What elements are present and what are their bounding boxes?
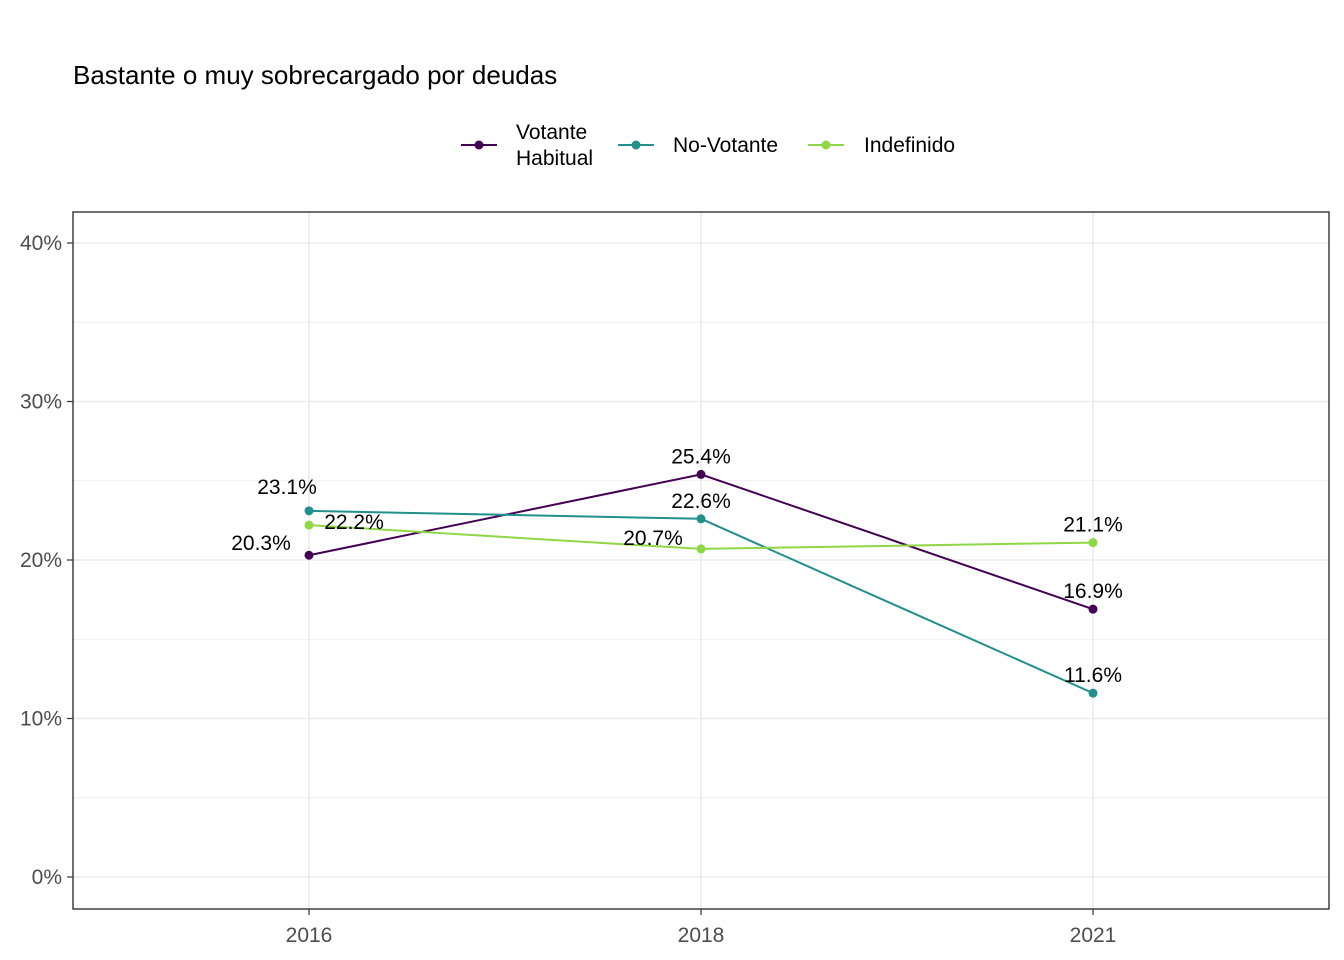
y-tick-label: 40% bbox=[20, 232, 62, 255]
y-tick-label: 20% bbox=[20, 549, 62, 572]
chart-title: Bastante o muy sobrecargado por deudas bbox=[73, 60, 557, 90]
legend-key-point bbox=[631, 140, 641, 150]
data-point bbox=[1088, 538, 1098, 548]
data-point bbox=[304, 520, 314, 530]
axes: 0% 10% 20% 30% 40% 2016 2018 2021 bbox=[20, 232, 1116, 947]
data-point bbox=[304, 550, 314, 560]
data-label: 22.2% bbox=[324, 511, 384, 534]
data-label: 21.1% bbox=[1063, 514, 1123, 537]
legend: Votante Habitual No-Votante Indefinido bbox=[461, 121, 955, 170]
data-label: 23.1% bbox=[257, 476, 317, 499]
series bbox=[304, 506, 1098, 698]
y-tick-label: 30% bbox=[20, 391, 62, 414]
data-point bbox=[1088, 688, 1098, 698]
data-label: 11.6% bbox=[1064, 664, 1122, 687]
data-point bbox=[1088, 604, 1098, 614]
data-label: 16.9% bbox=[1063, 580, 1123, 603]
x-tick-label: 2016 bbox=[286, 924, 333, 947]
legend-key-point bbox=[474, 140, 484, 150]
series bbox=[304, 469, 1098, 614]
data-point bbox=[696, 544, 706, 554]
x-tick-label: 2021 bbox=[1070, 924, 1117, 947]
legend-label: No-Votante bbox=[673, 134, 778, 157]
series-layer bbox=[304, 469, 1098, 698]
data-point bbox=[696, 469, 706, 479]
y-tick-label: 10% bbox=[20, 708, 62, 731]
data-label: 25.4% bbox=[671, 445, 731, 468]
data-point bbox=[696, 514, 706, 524]
legend-item: Votante Habitual bbox=[461, 121, 593, 170]
legend-label: Votante bbox=[516, 121, 587, 144]
legend-item: Indefinido bbox=[808, 134, 955, 157]
data-label: 20.7% bbox=[623, 527, 683, 550]
data-label: 20.3% bbox=[231, 532, 291, 555]
x-tick-label: 2018 bbox=[678, 924, 725, 947]
legend-label: Habitual bbox=[516, 147, 593, 170]
legend-label: Indefinido bbox=[864, 134, 955, 157]
legend-key-point bbox=[821, 140, 831, 150]
series bbox=[304, 520, 1098, 554]
data-labels: 20.3% 25.4% 16.9% 23.1% 22.6% 11.6% 22.2% 20.7%… bbox=[231, 445, 1123, 687]
y-tick-label: 0% bbox=[32, 866, 62, 889]
grid bbox=[73, 212, 1329, 909]
data-point bbox=[304, 506, 314, 516]
legend-item: No-Votante bbox=[618, 134, 778, 157]
data-label: 22.6% bbox=[671, 490, 731, 513]
